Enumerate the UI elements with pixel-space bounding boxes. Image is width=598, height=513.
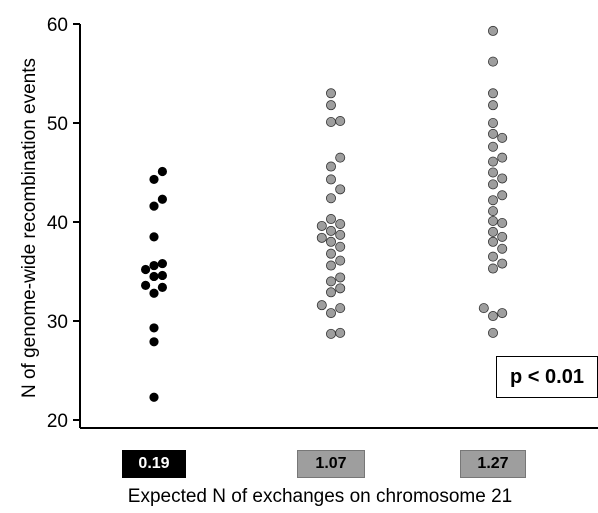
data-point-2	[497, 231, 508, 242]
data-point-0	[157, 258, 167, 269]
data-point-2	[487, 206, 498, 217]
data-point-2	[487, 226, 498, 237]
data-point-2	[487, 156, 498, 167]
x-axis-label: Expected N of exchanges on chromosome 21	[127, 486, 513, 507]
y-tick-label: 60	[47, 15, 68, 36]
data-point-1	[335, 327, 346, 338]
data-point-2	[487, 118, 498, 129]
data-point-2	[487, 251, 498, 262]
data-point-1	[325, 88, 336, 99]
data-point-1	[335, 255, 346, 266]
data-point-2	[487, 179, 498, 190]
data-point-0	[141, 280, 151, 290]
data-point-0	[157, 282, 167, 292]
data-point-1	[325, 225, 336, 236]
data-point-1	[316, 220, 327, 231]
data-point-0	[149, 260, 159, 271]
data-point-2	[487, 128, 498, 139]
data-point-2	[487, 141, 498, 152]
data-point-1	[325, 214, 336, 225]
data-point-1	[325, 100, 336, 111]
data-point-0	[157, 194, 167, 204]
data-point-1	[325, 287, 336, 298]
data-point-2	[487, 25, 498, 36]
data-point-0	[149, 174, 159, 185]
data-point-1	[325, 193, 336, 204]
data-point-0	[149, 288, 159, 298]
data-point-1	[325, 236, 336, 247]
data-point-1	[335, 152, 346, 163]
data-point-2	[487, 195, 498, 206]
y-tick-label: 40	[47, 213, 68, 234]
data-point-1	[325, 260, 336, 271]
data-point-1	[335, 241, 346, 252]
data-point-0	[157, 270, 167, 281]
data-point-1	[325, 328, 336, 339]
data-point-0	[149, 271, 159, 282]
data-point-1	[335, 272, 346, 283]
data-point-2	[487, 88, 498, 99]
y-tick-label: 50	[47, 114, 68, 135]
y-ticks: 20 30 40 50 60	[47, 15, 80, 432]
data-point-2	[487, 311, 498, 322]
data-point-1	[325, 117, 336, 128]
data-point-2	[497, 152, 508, 163]
data-point-1	[335, 229, 346, 240]
y-tick-label: 20	[47, 411, 68, 432]
data-point-1	[335, 303, 346, 314]
data-point-1	[335, 283, 346, 294]
category-label-1: 1.07	[297, 450, 365, 478]
category-label-2: 1.27	[460, 450, 526, 478]
data-point-2	[487, 263, 498, 274]
data-point-1	[325, 276, 336, 287]
data-point-0	[149, 337, 159, 347]
data-point-1	[335, 218, 346, 229]
data-point-2	[497, 258, 508, 269]
data-point-1	[316, 300, 327, 311]
data-point-1	[325, 174, 336, 185]
data-point-0	[149, 392, 159, 402]
data-point-2	[487, 56, 498, 67]
category-label-0: 0.19	[122, 450, 186, 478]
data-points	[141, 25, 508, 402]
data-point-2	[487, 236, 498, 247]
data-point-1	[335, 116, 346, 127]
data-point-2	[478, 303, 489, 314]
data-point-0	[149, 232, 159, 242]
data-point-1	[316, 232, 327, 243]
data-point-2	[487, 216, 498, 227]
data-point-1	[325, 308, 336, 319]
data-point-2	[487, 327, 498, 338]
data-point-0	[149, 323, 159, 333]
data-point-0	[141, 264, 151, 275]
data-point-2	[497, 132, 508, 143]
data-point-1	[335, 184, 346, 195]
data-point-0	[157, 166, 167, 177]
data-point-2	[497, 308, 508, 319]
data-point-0	[149, 201, 159, 211]
data-point-2	[497, 217, 508, 228]
p-value-annotation: p < 0.01	[496, 356, 598, 398]
data-point-1	[325, 248, 336, 259]
data-point-2	[487, 100, 498, 111]
data-point-2	[497, 173, 508, 184]
data-point-1	[325, 161, 336, 172]
y-tick-label: 30	[47, 312, 68, 333]
data-point-2	[487, 167, 498, 178]
data-point-2	[497, 190, 508, 201]
data-point-2	[497, 243, 508, 254]
y-axis-label: N of genome-wide recombination events	[19, 57, 40, 399]
